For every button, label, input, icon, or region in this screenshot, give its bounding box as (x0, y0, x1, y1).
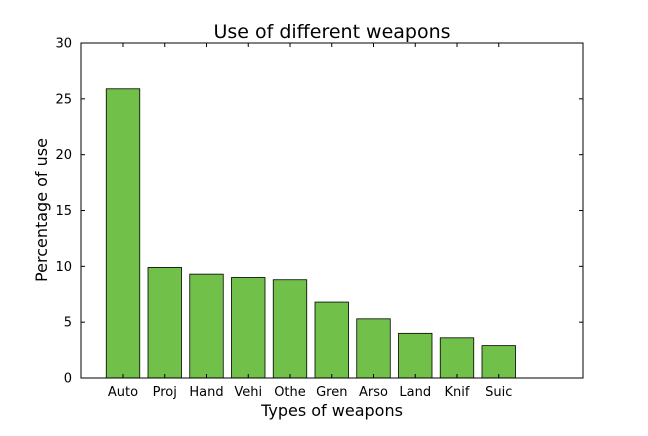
x-tick-label: Hand (189, 385, 223, 400)
bar-proj (147, 267, 182, 379)
x-tick-label: Vehi (234, 385, 262, 400)
x-axis-label: Types of weapons (260, 401, 403, 420)
x-tick-label: Auto (108, 385, 138, 400)
bar-arso (356, 318, 391, 379)
y-tick-label: 10 (55, 260, 72, 275)
y-axis-label: Percentage of use (32, 138, 51, 282)
x-tick-label: Land (399, 385, 431, 400)
bar-gren (314, 301, 349, 379)
x-tick-label: Gren (316, 385, 347, 400)
y-tick-label: 15 (55, 204, 72, 219)
y-tick-label: 20 (55, 148, 72, 163)
bar-suic (481, 345, 516, 379)
bar-land (398, 332, 433, 379)
x-axis-ticks: Auto Proj Hand Vehi Othe Gren Arso Land Knif Suic (108, 43, 512, 400)
bar-othe (272, 279, 308, 379)
x-tick-label: Proj (153, 385, 177, 400)
y-axis-ticks: 0 5 10 15 20 25 30 (55, 37, 583, 387)
bars-group (105, 88, 516, 379)
bar-auto (105, 88, 141, 379)
bar-hand (189, 273, 224, 379)
x-tick-label: Suic (485, 385, 512, 400)
x-tick-label: Othe (274, 385, 306, 400)
y-tick-label: 0 (64, 372, 72, 387)
y-tick-label: 30 (55, 37, 72, 52)
bar-vehi (231, 277, 266, 379)
x-tick-label: Knif (445, 385, 470, 400)
x-tick-label: Arso (359, 385, 388, 400)
y-tick-label: 5 (64, 316, 72, 331)
plot-area-frame (80, 42, 584, 379)
chart-title: Use of different weapons (213, 21, 450, 43)
y-tick-label: 25 (55, 92, 72, 107)
bar-knif (439, 337, 475, 379)
